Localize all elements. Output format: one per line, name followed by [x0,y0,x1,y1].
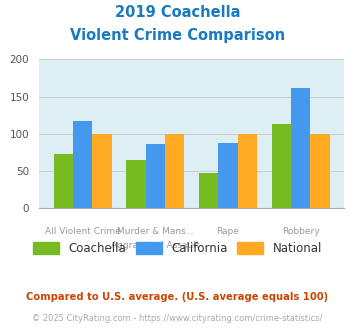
Bar [126,160,146,208]
Bar [146,144,165,208]
Bar [238,134,257,208]
Text: Compared to U.S. average. (U.S. average equals 100): Compared to U.S. average. (U.S. average … [26,292,329,302]
Bar [272,124,291,208]
Text: Rape: Rape [217,227,240,236]
Bar [291,87,310,208]
Text: All Violent Crime: All Violent Crime [45,227,121,236]
Bar [310,134,330,208]
Text: Murder & Mans...: Murder & Mans... [117,227,194,236]
Legend: Coachella, California, National: Coachella, California, National [28,237,327,260]
Text: 2019 Coachella: 2019 Coachella [115,5,240,20]
Bar [218,143,238,208]
Bar [199,173,218,208]
Text: Robbery: Robbery [282,227,320,236]
Text: Aggravated Assault: Aggravated Assault [111,241,200,250]
Bar [54,154,73,208]
Text: Violent Crime Comparison: Violent Crime Comparison [70,28,285,43]
Bar [92,134,112,208]
Bar [165,134,185,208]
Text: © 2025 CityRating.com - https://www.cityrating.com/crime-statistics/: © 2025 CityRating.com - https://www.city… [32,314,323,323]
Bar [73,121,92,208]
